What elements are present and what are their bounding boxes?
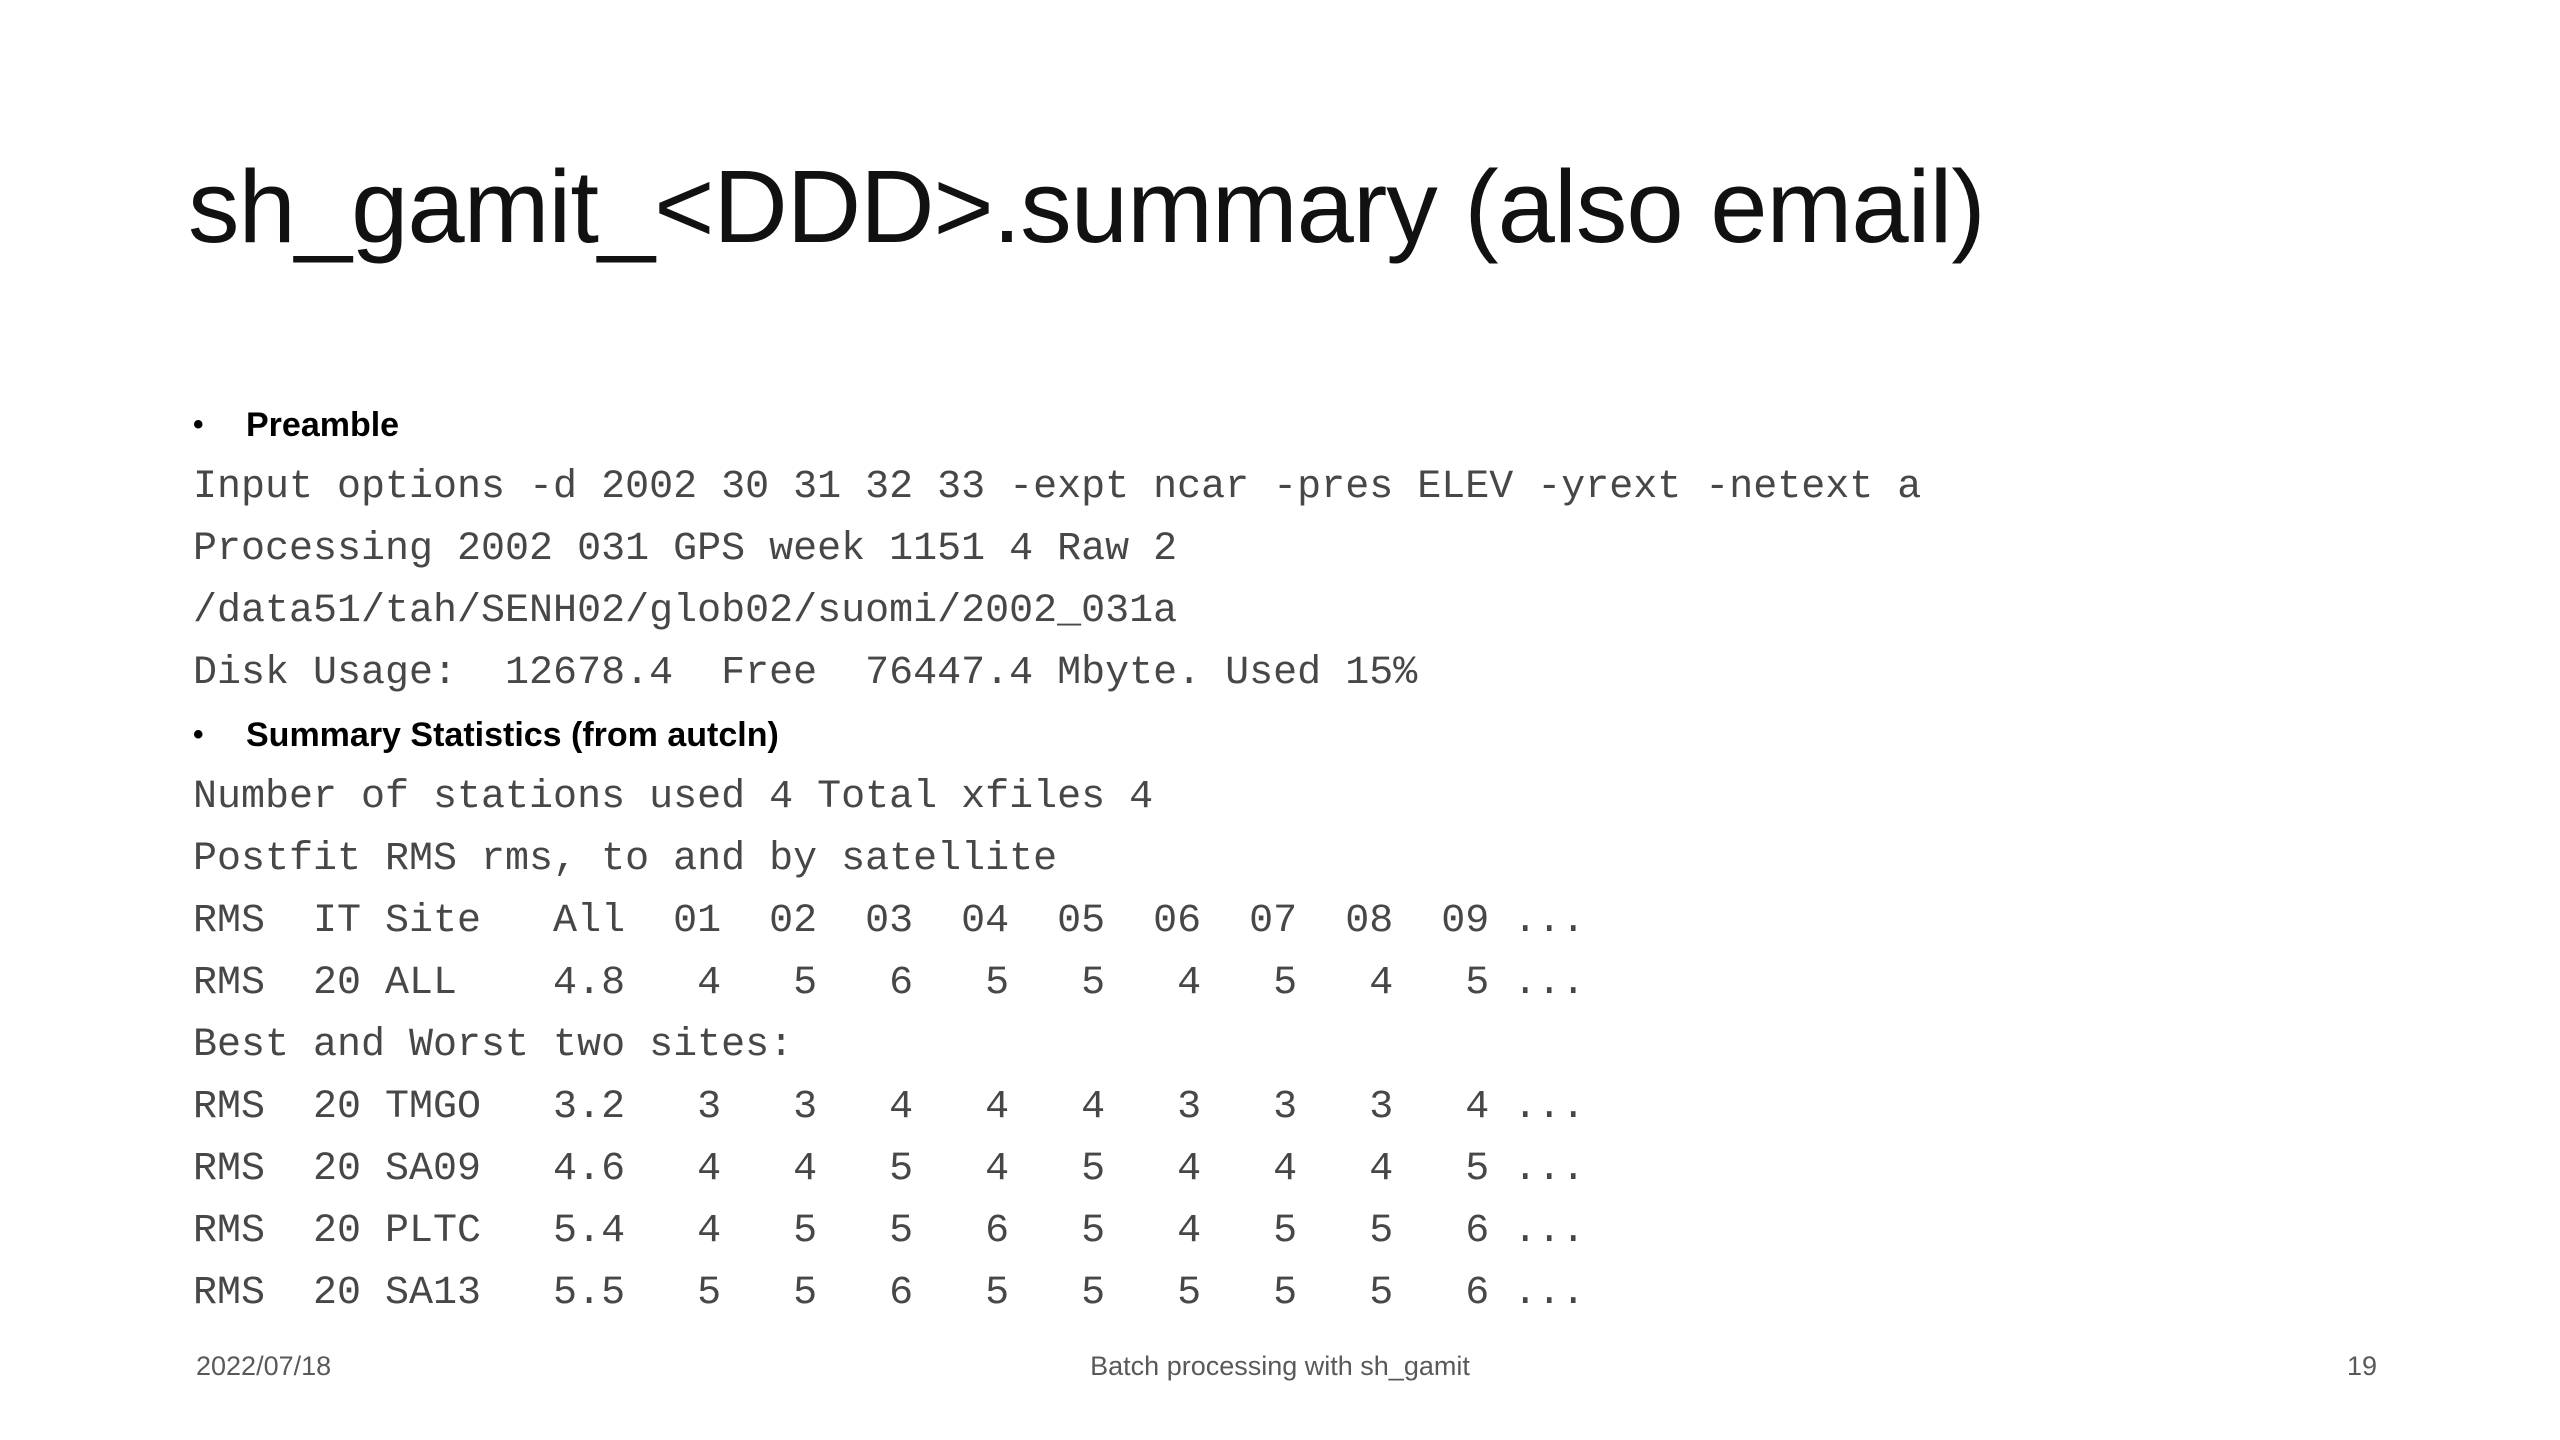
line-text: Input options -d 2002 30 31 32 33 -expt … xyxy=(193,464,1922,510)
slide-body: • Preamble Input options -d 2002 30 31 3… xyxy=(193,394,1921,1324)
slide-title: sh_gamit_<DDD>.summary (also email) xyxy=(188,149,1986,264)
line-text: RMS IT Site All 01 02 03 04 05 06 07 08 … xyxy=(193,898,1586,944)
footer-date: 2022/07/18 xyxy=(196,1351,332,1381)
mono-line: Number of stations used 4 Total xfiles 4 xyxy=(193,766,1921,828)
mono-line: /data51/tah/SENH02/glob02/suomi/2002_031… xyxy=(193,580,1921,642)
bullet-line: • Summary Statistics (from autcln) xyxy=(193,704,1921,766)
line-text: Processing 2002 031 GPS week 1151 4 Raw … xyxy=(193,526,1178,572)
footer-page-number: 19 xyxy=(2346,1351,2377,1381)
mono-line: Disk Usage: 12678.4 Free 76447.4 Mbyte. … xyxy=(193,642,1921,704)
line-text: Number of stations used 4 Total xfiles 4 xyxy=(193,774,1154,820)
line-text: Best and Worst two sites: xyxy=(193,1022,794,1068)
mono-line: RMS IT Site All 01 02 03 04 05 06 07 08 … xyxy=(193,890,1921,952)
mono-line: RMS 20 SA09 4.6 4 4 5 4 5 4 4 4 5 ... xyxy=(193,1138,1921,1200)
line-text: Postfit RMS rms, to and by satellite xyxy=(193,836,1058,882)
line-text: RMS 20 PLTC 5.4 4 5 5 6 5 4 5 5 6 ... xyxy=(193,1208,1586,1254)
mono-line: Best and Worst two sites: xyxy=(193,1014,1921,1076)
bullet-line: • Preamble xyxy=(193,394,1921,456)
footer-deck-title: Batch processing with sh_gamit xyxy=(1090,1351,1470,1381)
mono-line: Input options -d 2002 30 31 32 33 -expt … xyxy=(193,456,1921,518)
line-text: RMS 20 TMGO 3.2 3 3 4 4 4 3 3 3 4 ... xyxy=(193,1084,1586,1130)
line-text: RMS 20 SA09 4.6 4 4 5 4 5 4 4 4 5 ... xyxy=(193,1146,1586,1192)
bullet-icon: • xyxy=(193,408,204,441)
line-text: Summary Statistics (from autcln) xyxy=(246,715,779,754)
line-text: Disk Usage: 12678.4 Free 76447.4 Mbyte. … xyxy=(193,650,1418,696)
line-text: /data51/tah/SENH02/glob02/suomi/2002_031… xyxy=(193,588,1178,634)
bullet-icon: • xyxy=(193,718,204,751)
mono-line: Processing 2002 031 GPS week 1151 4 Raw … xyxy=(193,518,1921,580)
mono-line: RMS 20 ALL 4.8 4 5 6 5 5 4 5 4 5 ... xyxy=(193,952,1921,1014)
mono-line: RMS 20 PLTC 5.4 4 5 5 6 5 4 5 5 6 ... xyxy=(193,1200,1921,1262)
mono-line: RMS 20 TMGO 3.2 3 3 4 4 4 3 3 3 4 ... xyxy=(193,1076,1921,1138)
mono-line: Postfit RMS rms, to and by satellite xyxy=(193,828,1921,890)
line-text: Preamble xyxy=(246,405,400,444)
line-text: RMS 20 SA13 5.5 5 5 6 5 5 5 5 5 6 ... xyxy=(193,1270,1586,1316)
line-text: RMS 20 ALL 4.8 4 5 6 5 5 4 5 4 5 ... xyxy=(193,960,1586,1006)
mono-line: RMS 20 SA13 5.5 5 5 6 5 5 5 5 5 6 ... xyxy=(193,1262,1921,1324)
